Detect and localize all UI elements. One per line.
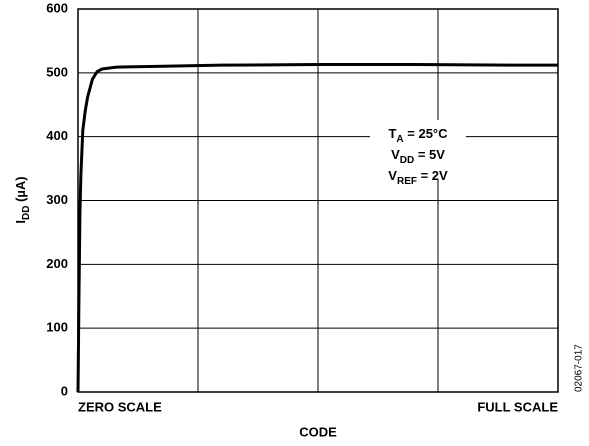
x-tick-label: FULL SCALE	[477, 399, 558, 414]
annotation-main: V	[391, 147, 400, 162]
y-axis-label-sub: DD	[21, 206, 32, 220]
annotation-rest: = 2V	[417, 168, 448, 183]
annotation-sub: REF	[397, 176, 417, 187]
y-axis-label-rest: (µA)	[13, 176, 28, 205]
y-axis-label: IDD (µA)	[13, 176, 31, 223]
annotation: VDD = 5V	[391, 147, 445, 165]
annotation-main: T	[388, 126, 396, 141]
annotation-sub: A	[396, 134, 403, 145]
x-tick-label: ZERO SCALE	[78, 399, 162, 414]
y-axis-label-main: I	[13, 220, 28, 224]
annotation-sub: DD	[400, 155, 414, 166]
y-tick-label: 300	[46, 192, 68, 207]
annotation: VREF = 2V	[388, 168, 448, 186]
line	[76, 63, 558, 393]
annotation-rest: = 5V	[414, 147, 445, 162]
y-tick-label: 400	[46, 128, 68, 143]
y-tick-label: 200	[46, 256, 68, 271]
y-tick-label: 0	[61, 383, 68, 398]
y-tick-label: 100	[46, 320, 68, 335]
plot-frame	[77, 8, 559, 393]
figure-code: 02067-017	[574, 344, 585, 392]
y-tick-label: 600	[46, 0, 68, 15]
annotation: TA = 25°C	[388, 126, 448, 144]
x-axis-label: CODE	[299, 424, 337, 439]
annotation-background	[370, 120, 466, 180]
annotation-main: V	[388, 168, 397, 183]
y-tick-label: 500	[46, 64, 68, 79]
annotation-rest: = 25°C	[404, 126, 448, 141]
